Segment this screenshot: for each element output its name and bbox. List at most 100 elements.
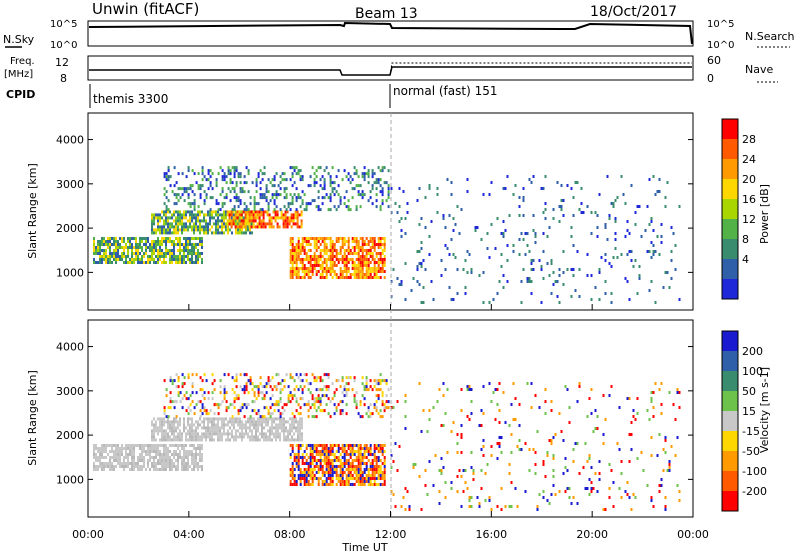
power-echo-cell bbox=[578, 208, 581, 211]
velocity-echo-cell bbox=[229, 420, 231, 424]
velocity-echo-cell bbox=[317, 483, 320, 486]
velocity-echo-cell bbox=[381, 394, 384, 398]
velocity-echo-cell bbox=[185, 435, 187, 439]
power-echo-cell bbox=[315, 273, 318, 276]
power-echo-cell bbox=[367, 273, 370, 276]
velocity-echo-cell bbox=[323, 373, 326, 377]
power-echo-cell bbox=[638, 205, 641, 208]
velocity-echo-cell bbox=[203, 406, 206, 410]
power-echo-cell bbox=[420, 247, 423, 250]
power-echo-cell bbox=[353, 166, 356, 170]
power-echo-cell bbox=[275, 205, 278, 209]
power-echo-cell bbox=[496, 217, 499, 220]
power-echo-cell bbox=[474, 229, 477, 232]
power-echo-cell bbox=[295, 261, 298, 264]
power-echo-cell bbox=[276, 225, 279, 229]
power-echo-cell bbox=[195, 225, 197, 229]
power-echo-cell bbox=[105, 258, 107, 261]
velocity-echo-cell bbox=[205, 379, 208, 383]
velocity-echo-cell bbox=[325, 388, 328, 392]
power-echo-cell bbox=[373, 258, 376, 261]
velocity-echo-cell bbox=[311, 394, 314, 398]
power-echo-cell bbox=[329, 261, 332, 264]
power-echo-cell bbox=[387, 184, 390, 188]
velocity-echo-cell bbox=[177, 456, 179, 459]
power-echo-cell bbox=[226, 225, 229, 229]
power-echo-cell bbox=[183, 243, 185, 246]
power-echo-cell bbox=[353, 273, 356, 276]
velocity-echo-cell bbox=[442, 394, 445, 397]
power-echo-cell bbox=[292, 222, 295, 226]
velocity-echo-cell bbox=[442, 424, 445, 427]
power-echo-cell bbox=[247, 208, 250, 212]
power-echo-cell bbox=[355, 273, 358, 276]
colorbar-tick-label: 4 bbox=[742, 253, 749, 266]
power-echo-cell bbox=[291, 276, 294, 279]
power-echo-cell bbox=[530, 280, 533, 283]
velocity-echo-cell bbox=[121, 450, 123, 453]
power-echo-cell bbox=[375, 243, 378, 246]
power-echo-cell bbox=[436, 187, 439, 190]
power-echo-cell bbox=[195, 219, 197, 223]
velocity-echo-cell bbox=[466, 415, 469, 418]
velocity-echo-cell bbox=[211, 438, 213, 442]
velocity-echo-cell bbox=[103, 450, 105, 453]
velocity-echo-cell bbox=[153, 462, 155, 465]
velocity-echo-cell bbox=[227, 429, 229, 433]
power-echo-cell bbox=[333, 187, 336, 191]
power-echo-cell bbox=[99, 255, 101, 258]
velocity-echo-cell bbox=[165, 465, 167, 468]
velocity-echo-cell bbox=[185, 453, 187, 456]
power-echo-cell bbox=[107, 237, 109, 240]
power-echo-cell bbox=[161, 240, 163, 243]
velocity-echo-cell bbox=[355, 400, 358, 404]
velocity-echo-cell bbox=[349, 477, 352, 480]
velocity-echo-cell bbox=[285, 426, 287, 430]
colorbar-swatch bbox=[722, 179, 738, 200]
power-echo-cell bbox=[241, 190, 244, 194]
power-echo-cell bbox=[381, 199, 384, 203]
power-echo-cell bbox=[123, 252, 125, 255]
power-echo-cell bbox=[226, 213, 229, 217]
velocity-echo-cell bbox=[281, 417, 283, 421]
power-echo-cell bbox=[301, 261, 304, 264]
velocity-echo-cell bbox=[385, 394, 388, 398]
power-echo-cell bbox=[235, 184, 238, 188]
velocity-echo-cell bbox=[97, 468, 99, 471]
power-echo-cell bbox=[546, 262, 549, 265]
power-echo-cell bbox=[225, 216, 227, 220]
velocity-echo-cell bbox=[387, 400, 390, 404]
velocity-echo-cell bbox=[480, 424, 483, 427]
power-echo-cell bbox=[466, 271, 469, 274]
velocity-echo-cell bbox=[319, 403, 322, 407]
velocity-echo-cell bbox=[289, 423, 291, 427]
power-echo-cell bbox=[478, 274, 481, 277]
power-echo-cell bbox=[339, 258, 342, 261]
velocity-echo-cell bbox=[359, 450, 362, 453]
velocity-echo-cell bbox=[205, 426, 207, 430]
power-echo-cell bbox=[341, 240, 344, 243]
power-echo-cell bbox=[275, 190, 278, 194]
velocity-echo-cell bbox=[169, 391, 172, 395]
velocity-echo-cell bbox=[373, 444, 376, 447]
velocity-echo-cell bbox=[261, 391, 264, 395]
velocity-echo-cell bbox=[177, 462, 179, 465]
velocity-echo-cell bbox=[291, 394, 294, 398]
velocity-echo-cell bbox=[337, 403, 340, 407]
power-echo-cell bbox=[373, 237, 376, 240]
velocity-echo-cell bbox=[211, 373, 214, 377]
power-echo-cell bbox=[286, 216, 289, 220]
velocity-echo-cell bbox=[331, 397, 334, 401]
power-echo-cell bbox=[101, 255, 103, 258]
power-echo-cell bbox=[544, 175, 547, 178]
velocity-echo-cell bbox=[375, 471, 378, 474]
power-echo-cell bbox=[147, 246, 149, 249]
power-echo-cell bbox=[105, 252, 107, 255]
velocity-echo-cell bbox=[103, 465, 105, 468]
velocity-echo-cell bbox=[177, 379, 180, 383]
velocity-echo-cell bbox=[311, 471, 314, 474]
power-echo-cell bbox=[632, 265, 635, 268]
power-echo-cell bbox=[248, 225, 251, 229]
velocity-echo-cell bbox=[233, 391, 236, 395]
power-echo-cell bbox=[187, 219, 189, 223]
